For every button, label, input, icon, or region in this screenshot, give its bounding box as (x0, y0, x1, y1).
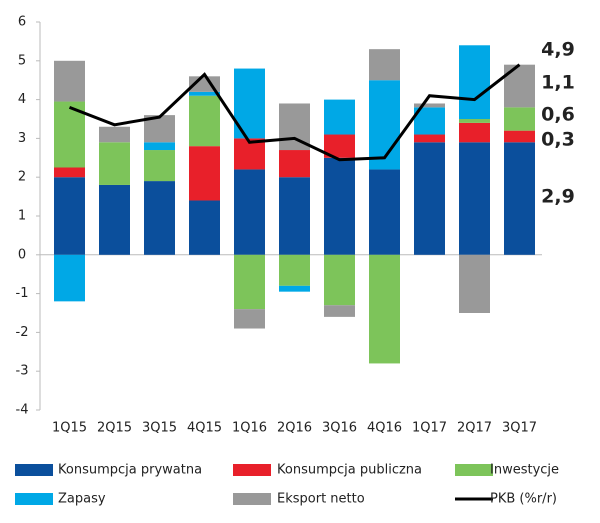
bar (189, 95, 220, 147)
bar (234, 254, 265, 310)
y-tick-label: 4 (18, 92, 26, 107)
legend-label: PKB (%r/r) (490, 492, 557, 507)
bar (189, 200, 220, 255)
bar (324, 157, 355, 255)
legend-swatch (15, 493, 53, 505)
bar (504, 142, 535, 255)
annotation: 4,9 (541, 39, 575, 61)
bar (324, 134, 355, 158)
x-tick-label: 1Q16 (232, 421, 267, 436)
bar (369, 254, 400, 364)
x-tick-label: 3Q15 (142, 421, 177, 436)
legend-label: Eksport netto (277, 492, 365, 507)
legend-swatch (233, 464, 271, 476)
annotation: 1,1 (541, 72, 575, 94)
y-tick-label: -1 (16, 286, 29, 301)
line (68, 63, 521, 162)
y-tick-label: -4 (16, 403, 29, 418)
bar (369, 169, 400, 255)
legend-swatch (233, 493, 271, 505)
x-tick-label: 3Q16 (322, 421, 357, 436)
y-tick-label: 0 (18, 247, 26, 262)
y-tick-label: 6 (18, 15, 26, 30)
bar (144, 150, 175, 182)
bar (99, 126, 130, 143)
y-tick-label: 1 (18, 209, 26, 224)
y-tick-label: -2 (16, 325, 29, 340)
legend-swatch (15, 464, 53, 476)
bar (99, 142, 130, 185)
bar (189, 91, 220, 96)
bar (234, 309, 265, 329)
x-tick-label: 2Q15 (97, 421, 132, 436)
bar (54, 177, 85, 255)
x-tick-label: 1Q15 (52, 421, 87, 436)
x-tick-label: 2Q16 (277, 421, 312, 436)
bar (324, 99, 355, 135)
bar (369, 49, 400, 81)
bar (459, 119, 490, 123)
x-tick-label: 4Q16 (367, 421, 402, 436)
y-tick-label: -3 (16, 364, 29, 379)
bar (414, 134, 445, 143)
bar (504, 107, 535, 131)
bar (279, 254, 310, 286)
x-tick-label: 1Q17 (412, 421, 447, 436)
x-tick-label: 3Q17 (502, 421, 537, 436)
bar (459, 122, 490, 143)
bar (324, 254, 355, 306)
y-tick-label: 5 (18, 53, 26, 68)
bar (414, 142, 445, 255)
bar (504, 130, 535, 143)
bar (54, 254, 85, 302)
bar (504, 64, 535, 108)
y-tick-label: 2 (18, 170, 26, 185)
bar (369, 80, 400, 170)
bar (144, 142, 175, 151)
bar (189, 146, 220, 201)
bar (54, 167, 85, 178)
bar (99, 184, 130, 255)
bar (324, 305, 355, 317)
bar (459, 45, 490, 119)
annotation: 0,3 (541, 129, 575, 151)
legend-label: Zapasy (58, 492, 106, 507)
legend-label: Konsumpcja prywatna (58, 463, 202, 478)
legend-swatch (455, 464, 493, 476)
bar (144, 181, 175, 255)
bar (459, 142, 490, 255)
bar (459, 254, 490, 313)
y-tick-label: 3 (18, 131, 26, 146)
bar (54, 60, 85, 102)
bar (279, 150, 310, 178)
bar (279, 285, 310, 292)
legend-label: Inwestycje (490, 463, 559, 478)
bar (234, 169, 265, 255)
legend-label: Konsumpcja publiczna (277, 463, 422, 478)
annotation: 0,6 (541, 104, 575, 126)
bar (414, 103, 445, 108)
bar (279, 177, 310, 255)
annotation: 2,9 (541, 186, 575, 208)
x-tick-label: 2Q17 (457, 421, 492, 436)
x-tick-label: 4Q15 (187, 421, 222, 436)
